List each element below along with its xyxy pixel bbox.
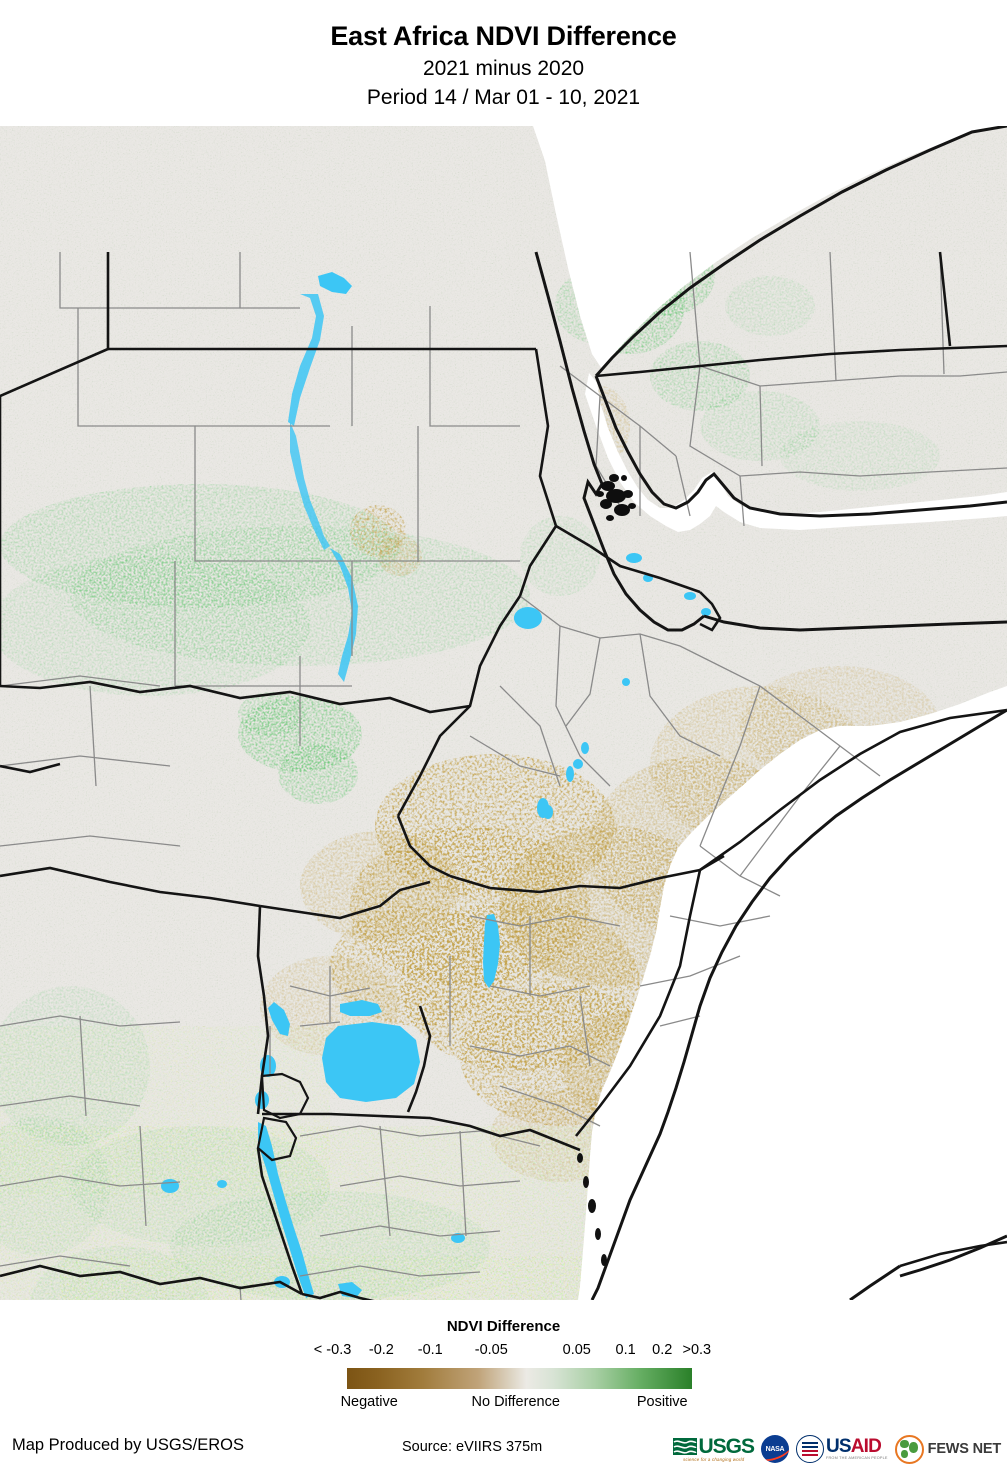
usaid-aid-text: AID [850,1436,882,1458]
ndvi-negative-gezira [350,505,422,576]
lake-tanganyika [258,1122,314,1298]
legend-tick-2: -0.1 [417,1342,443,1358]
rift-lake-7 [573,759,583,769]
usaid-wordmark: USAID [826,1437,888,1456]
rift-lake-4 [626,553,642,563]
map-legend: NDVI Difference < -0.3 -0.2 -0.1 -0.05 0… [0,1318,1007,1422]
small-lake-c [451,1233,465,1243]
nile-river-north [288,294,324,426]
legend-tick-labels: < -0.3 -0.2 -0.1 -0.05 0.05 0.1 0.2 >0.3 [300,1342,711,1362]
legend-tick-0: < -0.3 [313,1342,352,1358]
legend-tick-1: -0.2 [368,1342,394,1358]
usgs-wordmark: USGS [698,1434,755,1458]
coastlines [534,126,1007,1300]
data-source: Source: eVIIRS 375m [402,1439,543,1455]
danakil-water [684,592,696,600]
extreme-anomaly-patches [596,474,636,521]
legend-color-bar [347,1368,692,1389]
fews-globe-icon [894,1434,924,1464]
nasa-logo: NASA [760,1435,789,1463]
producer-credit: Map Produced by USGS/EROS [12,1436,245,1454]
legend-tick-5: 0.1 [615,1342,636,1358]
rift-lake-6 [622,678,630,686]
small-lake-a [543,805,553,819]
usaid-tagline: FROM THE AMERICAN PEOPLE [825,1456,888,1461]
international-boundaries [0,251,1007,1300]
page-subtitle: 2021 minus 2020 [422,57,585,81]
lake-albert [268,1002,290,1036]
admin1-boundaries [0,251,1007,1300]
small-lake-d [161,1179,179,1193]
ndvi-map-svg [0,126,1007,1300]
logo-strip: USGS science for a changing world NASA U… [673,1432,1001,1466]
legend-category-positive: Positive [636,1394,688,1410]
white-nile [330,548,358,682]
lake-nasser [318,272,352,294]
page-period: Period 14 / Mar 01 - 10, 2021 [366,85,641,109]
rift-lake-3 [581,742,589,754]
coastal-dark-speckle [577,1153,607,1266]
lake-turkana [483,914,500,988]
small-lake-b [514,610,534,626]
legend-category-labels: Negative No Difference Positive [300,1394,707,1414]
usaid-logo: USAID FROM THE AMERICAN PEOPLE [795,1435,888,1463]
usgs-tagline: science for a changing world [683,1456,745,1462]
usaid-seal-icon [795,1435,824,1463]
lake-kyoga [340,1000,382,1016]
legend-tick-7: >0.3 [682,1342,712,1358]
usaid-us-text: US [825,1436,852,1458]
map-header: East Africa NDVI Difference 2021 minus 2… [0,0,1007,126]
rift-lake-2 [566,766,574,782]
nile-river-mid [290,422,330,550]
usgs-logo: USGS science for a changing world [673,1434,755,1462]
legend-tick-4: 0.05 [562,1342,591,1358]
legend-tick-3: -0.05 [474,1342,508,1358]
legend-title: NDVI Difference [446,1318,561,1335]
small-lake-f [217,1180,227,1188]
water-bodies [161,272,711,1298]
legend-category-negative: Negative [340,1394,398,1410]
legend-category-no-difference: No Difference [471,1394,560,1410]
page-title: East Africa NDVI Difference [330,21,677,51]
nasa-wordmark: NASA [765,1445,785,1453]
danakil-water-2 [701,608,711,616]
lake-victoria [322,1022,420,1102]
map-canvas[interactable] [0,126,1007,1300]
map-footer: Map Produced by USGS/EROS Source: eVIIRS… [0,1424,1007,1473]
usgs-waves-icon [673,1437,698,1455]
fews-net-wordmark: FEWS NET [927,1441,1002,1457]
legend-tick-6: 0.2 [652,1342,673,1358]
fews-net-logo: FEWS NET [894,1434,1002,1464]
